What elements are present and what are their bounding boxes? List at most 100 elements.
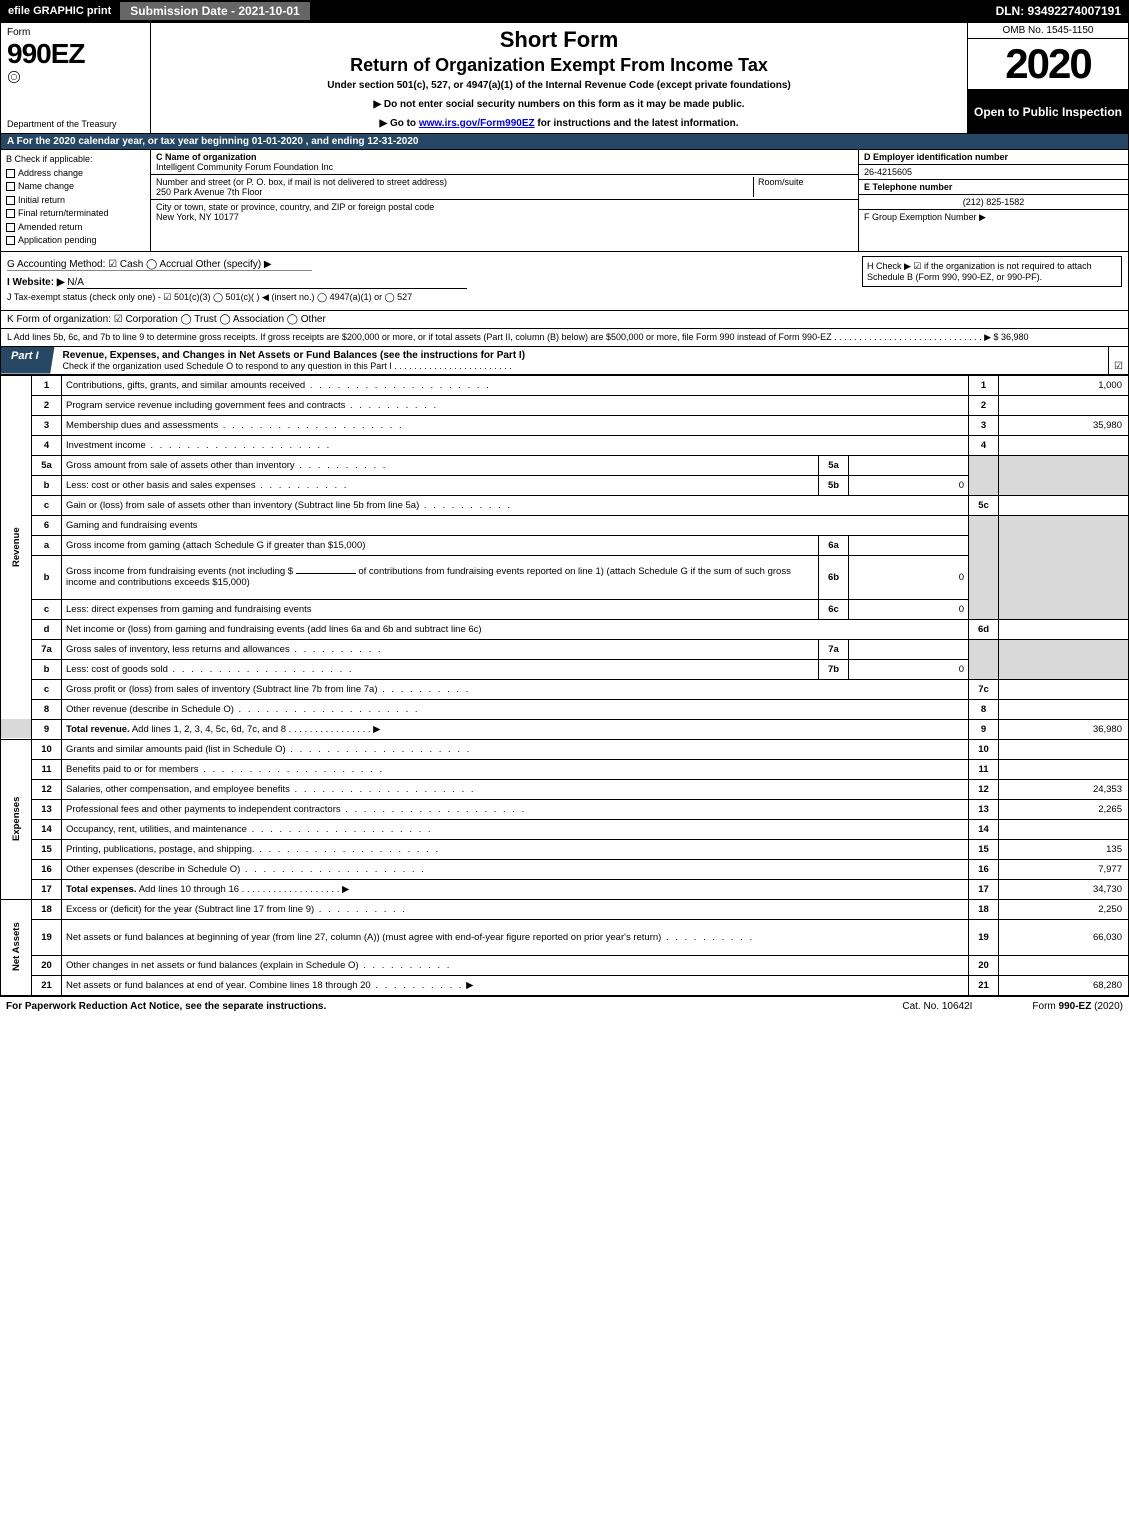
- line-3-desc: Membership dues and assessments: [66, 420, 404, 431]
- line-5b-desc: Less: cost or other basis and sales expe…: [66, 480, 348, 491]
- title-return: Return of Organization Exempt From Incom…: [159, 55, 959, 76]
- website-value: N/A: [67, 277, 467, 289]
- line-2-box: 2: [969, 395, 999, 415]
- line-13-num: 13: [32, 799, 62, 819]
- line-4-box: 4: [969, 435, 999, 455]
- netassets-side-label: Net Assets: [1, 899, 32, 995]
- line-5a-sbox: 5a: [819, 455, 849, 475]
- line-7a-num: 7a: [32, 639, 62, 659]
- tax-year: 2020: [968, 39, 1128, 90]
- check-name-change[interactable]: Name change: [6, 180, 145, 194]
- line-14-box: 14: [969, 819, 999, 839]
- line-21-box: 21: [969, 975, 999, 995]
- line-20-desc: Other changes in net assets or fund bala…: [66, 960, 451, 971]
- line-5a-desc: Gross amount from sale of assets other t…: [66, 460, 387, 471]
- line-17-box: 17: [969, 879, 999, 899]
- line-1-desc: Contributions, gifts, grants, and simila…: [66, 380, 491, 391]
- revenue-side-bottom: [1, 719, 32, 739]
- line-7b-samt: 0: [849, 659, 969, 679]
- phone-value: (212) 825-1582: [859, 195, 1128, 210]
- line-21-amt: 68,280: [999, 975, 1129, 995]
- warning-ssn: ▶ Do not enter social security numbers o…: [159, 99, 959, 110]
- line-9-amt: 36,980: [999, 719, 1129, 739]
- line-5c-desc: Gain or (loss) from sale of assets other…: [66, 500, 512, 511]
- efile-label[interactable]: efile GRAPHIC print: [0, 5, 119, 17]
- line-15-num: 15: [32, 839, 62, 859]
- line-16-desc: Other expenses (describe in Schedule O): [66, 864, 426, 875]
- org-name: Intelligent Community Forum Foundation I…: [156, 162, 853, 172]
- line-5b-samt: 0: [849, 475, 969, 495]
- part-1-header: Part I Revenue, Expenses, and Changes in…: [0, 347, 1129, 375]
- line-11-box: 11: [969, 759, 999, 779]
- line-18-desc: Excess or (deficit) for the year (Subtra…: [66, 904, 407, 915]
- warn-post: for instructions and the latest informat…: [535, 118, 739, 129]
- h-schedule-b: H Check ▶ ☑ if the organization is not r…: [862, 256, 1122, 287]
- section-gh: G Accounting Method: ☑ Cash ◯ Accrual Ot…: [0, 252, 1129, 311]
- b-right-col: D Employer identification number 26-4215…: [858, 150, 1128, 251]
- page-footer: For Paperwork Reduction Act Notice, see …: [0, 996, 1129, 1016]
- line-6-desc: Gaming and fundraising events: [62, 515, 969, 535]
- line-12-amt: 24,353: [999, 779, 1129, 799]
- line-7c-num: c: [32, 679, 62, 699]
- line-7c-desc: Gross profit or (loss) from sales of inv…: [66, 684, 470, 695]
- line-1-box: 1: [969, 375, 999, 395]
- dln-label: DLN: 93492274007191: [996, 4, 1129, 18]
- e-label: E Telephone number: [859, 180, 1128, 195]
- line-20-num: 20: [32, 955, 62, 975]
- top-bar: efile GRAPHIC print Submission Date - 20…: [0, 0, 1129, 22]
- part-1-check[interactable]: ☑: [1108, 347, 1128, 374]
- line-1-num: 1: [32, 375, 62, 395]
- line-10-desc: Grants and similar amounts paid (list in…: [66, 744, 471, 755]
- line-16-amt: 7,977: [999, 859, 1129, 879]
- line-7a-sbox: 7a: [819, 639, 849, 659]
- line-6d-desc: Net income or (loss) from gaming and fun…: [66, 624, 482, 635]
- line-7c-box: 7c: [969, 679, 999, 699]
- check-address-change[interactable]: Address change: [6, 167, 145, 181]
- line-6c-num: c: [32, 599, 62, 619]
- line-14-amt: [999, 819, 1129, 839]
- line-21-desc: Net assets or fund balances at end of ye…: [66, 980, 464, 991]
- d-label: D Employer identification number: [859, 150, 1128, 165]
- line-6a-samt: [849, 535, 969, 555]
- line-10-num: 10: [32, 739, 62, 759]
- line-10-amt: [999, 739, 1129, 759]
- irs-link[interactable]: www.irs.gov/Form990EZ: [419, 118, 535, 129]
- line-6c-sbox: 6c: [819, 599, 849, 619]
- line-6-num: 6: [32, 515, 62, 535]
- line-19-amt: 66,030: [999, 919, 1129, 955]
- line-13-amt: 2,265: [999, 799, 1129, 819]
- header-left: Form 990EZ Department of the Treasury: [1, 23, 151, 133]
- line-6a-desc: Gross income from gaming (attach Schedul…: [66, 540, 365, 551]
- line-7a-desc: Gross sales of inventory, less returns a…: [66, 644, 383, 655]
- line-3-num: 3: [32, 415, 62, 435]
- line-9-box: 9: [969, 719, 999, 739]
- b-org-info: C Name of organization Intelligent Commu…: [151, 150, 858, 251]
- check-amended-return[interactable]: Amended return: [6, 221, 145, 235]
- line-4-num: 4: [32, 435, 62, 455]
- line-5b-sbox: 5b: [819, 475, 849, 495]
- line-4-desc: Investment income: [66, 440, 331, 451]
- line-16-box: 16: [969, 859, 999, 879]
- line-21-num: 21: [32, 975, 62, 995]
- line-19-desc: Net assets or fund balances at beginning…: [66, 932, 754, 943]
- line-8-desc: Other revenue (describe in Schedule O): [66, 704, 420, 715]
- line-13-desc: Professional fees and other payments to …: [66, 804, 526, 815]
- expenses-side-label: Expenses: [1, 739, 32, 899]
- check-initial-return[interactable]: Initial return: [6, 194, 145, 208]
- check-final-return[interactable]: Final return/terminated: [6, 207, 145, 221]
- line-18-amt: 2,250: [999, 899, 1129, 919]
- check-application-pending[interactable]: Application pending: [6, 234, 145, 248]
- line-13-box: 13: [969, 799, 999, 819]
- line-5a-num: 5a: [32, 455, 62, 475]
- form-label: Form: [7, 27, 144, 38]
- line-17-bold: Total expenses.: [66, 884, 137, 895]
- section-b: B Check if applicable: Address change Na…: [0, 150, 1129, 252]
- line-8-box: 8: [969, 699, 999, 719]
- line-2-amt: [999, 395, 1129, 415]
- line-21-arrow: ▶: [466, 980, 473, 991]
- line-8-amt: [999, 699, 1129, 719]
- b-label: B Check if applicable:: [6, 153, 145, 167]
- g-accounting-method: G Accounting Method: ☑ Cash ◯ Accrual Ot…: [7, 259, 312, 271]
- line-6-shade: [969, 515, 999, 619]
- line-9-num: 9: [32, 719, 62, 739]
